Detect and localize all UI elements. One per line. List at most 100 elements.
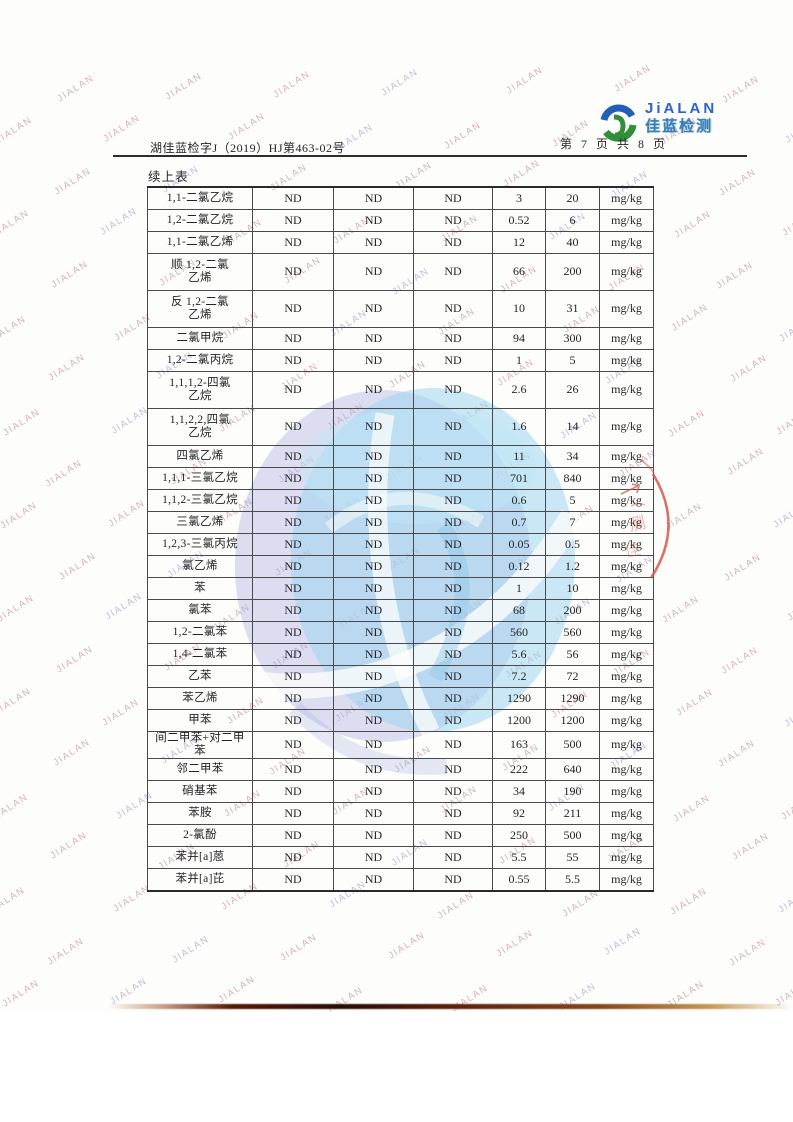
result-2-cell: ND xyxy=(333,730,414,760)
result-3-cell: ND xyxy=(413,577,493,600)
screening-value-cell: 3 xyxy=(492,186,546,210)
compound-name-cell: 四氯乙烯 xyxy=(147,445,253,468)
unit-cell: mg/kg xyxy=(599,533,654,556)
table-row: 苯并[a]蒽 ND ND ND 5.5 55 mg/kg xyxy=(147,846,654,870)
screening-value-cell: 222 xyxy=(492,758,546,782)
table-row: 二氯甲烷 ND ND ND 94 300 mg/kg xyxy=(147,327,654,350)
page-indicator: 第 7 页 共 8 页 xyxy=(560,137,669,151)
svg-text:测: 测 xyxy=(627,513,648,536)
brand-name-cn: 佳蓝检测 xyxy=(645,117,714,135)
result-2-cell: ND xyxy=(333,824,414,848)
brand-name-en: JiALAN xyxy=(645,100,718,117)
watermark-text: JIALAN xyxy=(51,736,93,769)
table-row: 甲苯 ND ND ND 1200 1200 mg/kg xyxy=(147,709,654,732)
result-3-cell: ND xyxy=(413,824,493,848)
watermark-text: JIALAN xyxy=(52,165,94,198)
unit-cell: mg/kg xyxy=(599,709,654,732)
result-1-cell: ND xyxy=(252,186,334,210)
unit-cell: mg/kg xyxy=(599,327,654,350)
table-row: 1,1,2-三氯乙烷 ND ND ND 0.6 5 mg/kg xyxy=(147,489,654,512)
result-1-cell: ND xyxy=(252,824,334,848)
watermark-text: JIALAN xyxy=(0,313,29,346)
control-value-cell: 1200 xyxy=(545,709,600,732)
watermark-text: JIALAN xyxy=(783,113,793,146)
watermark-text: JIALAN xyxy=(0,114,35,147)
result-2-cell: ND xyxy=(333,555,414,578)
watermark-text: JIALAN xyxy=(672,208,714,241)
table-row: 1,4-二氯苯 ND ND ND 5.6 56 mg/kg xyxy=(147,643,654,666)
control-value-cell: 640 xyxy=(545,758,600,782)
result-2-cell: ND xyxy=(333,371,414,409)
control-value-cell: 55 xyxy=(545,846,600,870)
result-2-cell: ND xyxy=(333,209,414,232)
result-2-cell: ND xyxy=(333,665,414,688)
unit-cell: mg/kg xyxy=(599,209,654,232)
result-2-cell: ND xyxy=(333,349,414,372)
watermark-text: JIALAN xyxy=(776,883,793,916)
result-2-cell: ND xyxy=(333,408,414,446)
unit-cell: mg/kg xyxy=(599,758,654,782)
watermark-text: JIALAN xyxy=(602,925,644,958)
header-rule xyxy=(113,155,747,158)
compound-name-cell: 间二甲苯+对二甲苯 xyxy=(147,730,253,760)
unit-cell: mg/kg xyxy=(599,349,654,372)
table-row: 2-氯酚 ND ND ND 250 500 mg/kg xyxy=(147,824,654,848)
watermark-text: JIALAN xyxy=(271,68,313,101)
result-3-cell: ND xyxy=(413,665,493,688)
result-3-cell: ND xyxy=(413,467,493,490)
unit-cell: mg/kg xyxy=(599,643,654,666)
result-3-cell: ND xyxy=(413,621,493,644)
control-value-cell: 31 xyxy=(545,290,600,328)
result-1-cell: ND xyxy=(252,730,334,760)
result-2-cell: ND xyxy=(333,231,414,254)
watermark-text: JIALAN xyxy=(98,205,140,238)
result-2-cell: ND xyxy=(333,577,414,600)
result-2-cell: ND xyxy=(333,846,414,870)
control-value-cell: 14 xyxy=(545,408,600,446)
result-2-cell: ND xyxy=(333,533,414,556)
watermark-text: JIALAN xyxy=(108,975,150,1008)
watermark-text: JIALAN xyxy=(720,73,762,106)
watermark-text: JIALAN xyxy=(163,70,205,103)
result-1-cell: ND xyxy=(252,253,334,291)
unit-cell: mg/kg xyxy=(599,687,654,710)
watermark-text: JIALAN xyxy=(785,591,793,624)
compound-name-cell: 1,4-二氯苯 xyxy=(147,643,253,666)
jialan-emblem-icon xyxy=(600,104,637,142)
result-1-cell: ND xyxy=(252,780,334,804)
table-row: 1,2,3-三氯丙烷 ND ND ND 0.05 0.5 mg/kg xyxy=(147,533,654,556)
unit-cell: mg/kg xyxy=(599,577,654,600)
watermark-text: JIALAN xyxy=(674,686,716,719)
unit-cell: mg/kg xyxy=(599,599,654,622)
result-1-cell: ND xyxy=(252,599,334,622)
control-value-cell: 72 xyxy=(545,665,600,688)
compound-name-cell: 1,1-二氯乙烷 xyxy=(147,186,253,210)
result-2-cell: ND xyxy=(333,687,414,710)
table-row: 1,1-二氯乙烯 ND ND ND 12 40 mg/kg xyxy=(147,231,654,254)
unit-cell: mg/kg xyxy=(599,730,654,760)
screening-value-cell: 0.12 xyxy=(492,555,546,578)
watermark-text: JIALAN xyxy=(57,550,99,583)
compound-name-cell: 邻二甲苯 xyxy=(147,758,253,782)
control-value-cell: 6 xyxy=(545,209,600,232)
unit-cell: mg/kg xyxy=(599,621,654,644)
table-row: 氯乙烯 ND ND ND 0.12 1.2 mg/kg xyxy=(147,555,654,578)
compound-name-cell: 三氯乙烯 xyxy=(147,511,253,534)
table-row: 四氯乙烯 ND ND ND 11 34 mg/kg xyxy=(147,445,654,468)
compound-name-cell: 1,1,1,2-四氯 乙烷 xyxy=(147,371,253,409)
result-3-cell: ND xyxy=(413,802,493,826)
watermark-text: JIALAN xyxy=(780,206,793,239)
watermark-text: JIALAN xyxy=(170,933,212,966)
watermark-text: JIALAN xyxy=(668,885,710,918)
watermark-text: JIALAN xyxy=(109,404,151,437)
table-row: 乙苯 ND ND ND 7.2 72 mg/kg xyxy=(147,665,654,688)
compound-name-cell: 2-氯酚 xyxy=(147,824,253,848)
watermark-text: JIALAN xyxy=(725,445,767,478)
result-1-cell: ND xyxy=(252,511,334,534)
control-value-cell: 200 xyxy=(545,599,600,622)
result-3-cell: ND xyxy=(413,445,493,468)
result-3-cell: ND xyxy=(413,868,493,892)
watermark-text: JIALAN xyxy=(714,259,756,292)
screening-value-cell: 163 xyxy=(492,730,546,760)
control-value-cell: 5.5 xyxy=(545,868,600,892)
